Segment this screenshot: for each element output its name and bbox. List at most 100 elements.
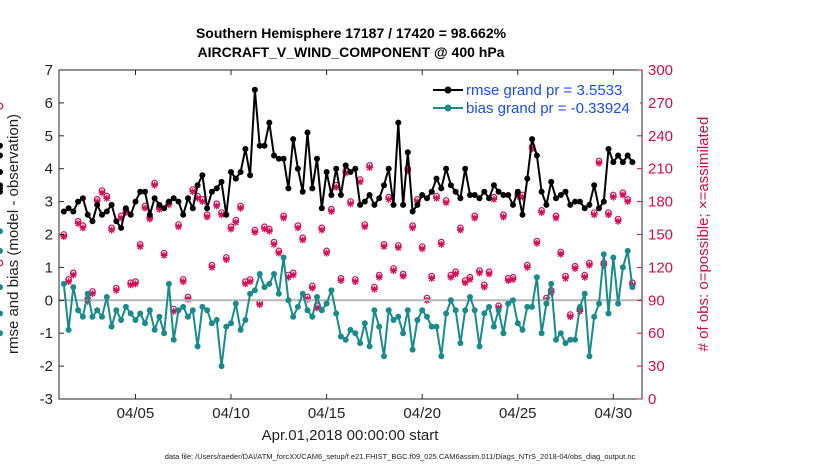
rmse-point — [576, 198, 583, 205]
obs-assimilated-marker — [246, 278, 254, 286]
bias-point — [165, 280, 172, 287]
y2-axis-ticks: 0 30 60 90 120 150 180 210 240 270 300 — [637, 62, 673, 408]
rmse-point — [490, 182, 497, 189]
rmse-point — [285, 185, 292, 192]
bias-point — [204, 307, 211, 314]
obs-assimilated-marker — [366, 164, 373, 171]
rmse-point — [99, 211, 105, 218]
obs-assimilated-marker — [328, 208, 335, 215]
obs-assimilated-marker — [500, 213, 507, 221]
rmse-point — [118, 224, 125, 231]
bias-point — [108, 323, 115, 330]
plot-area — [59, 70, 642, 399]
obs-assimilated-marker — [79, 224, 87, 232]
y-tick-label: 3 — [45, 194, 53, 211]
rmse-point — [553, 195, 559, 202]
obs-assimilated-marker — [213, 202, 221, 210]
bias-point — [457, 340, 464, 347]
bias-point — [433, 323, 440, 330]
rmse-point — [414, 201, 421, 208]
obs-assimilated-marker — [203, 213, 211, 221]
bias-point — [0, 247, 3, 254]
bias-point — [161, 330, 168, 337]
rmse-point — [165, 198, 172, 205]
y2-tick-label: 60 — [648, 325, 665, 342]
rmse-point — [261, 142, 268, 149]
y2-tick-label: 90 — [648, 292, 665, 309]
obs-assimilated-marker — [237, 204, 244, 212]
bias-point — [194, 343, 201, 350]
obs-assimilated-marker — [60, 233, 68, 241]
obs-assimilated-marker — [170, 307, 178, 315]
rmse-point — [337, 192, 344, 198]
rmse-point — [309, 185, 316, 192]
rmse-point — [543, 201, 550, 208]
obs-assimilated-marker — [69, 271, 77, 279]
bias-point — [0, 228, 3, 235]
rmse-point — [510, 201, 516, 208]
obs-assimilated-marker — [256, 301, 264, 309]
bias-point — [505, 300, 512, 307]
y-tick-label: 6 — [45, 95, 53, 112]
bias-point — [495, 307, 502, 314]
y2-tick-label: 240 — [648, 128, 673, 145]
obs-assimilated-marker — [332, 183, 340, 191]
obs-assimilated-marker — [242, 280, 249, 288]
rmse-point — [452, 188, 459, 195]
bias-point — [223, 323, 230, 330]
obs-assimilated-marker — [385, 196, 393, 203]
bias-point — [0, 284, 3, 291]
bias-point — [385, 307, 392, 314]
rmse-point — [462, 165, 469, 172]
bias-point — [424, 313, 430, 320]
bias-point — [605, 310, 612, 317]
bias-point — [0, 310, 3, 317]
obs-assimilated-marker — [294, 224, 302, 232]
obs-assimilated-marker — [136, 243, 144, 250]
rmse-point — [486, 195, 493, 202]
obs-assimilated-marker — [433, 194, 440, 202]
obs-assimilated-marker — [318, 226, 326, 234]
bias-point — [290, 313, 297, 320]
obs-assimilated-marker — [605, 211, 612, 219]
obs-assimilated-marker — [375, 273, 383, 281]
obs-assimilated-marker — [179, 278, 187, 286]
bias-point — [280, 254, 287, 261]
obs-assimilated-marker — [356, 178, 364, 186]
rmse-point — [0, 188, 3, 195]
legend-rmse-marker — [444, 86, 452, 94]
rmse-point — [557, 192, 564, 198]
rmse-point — [519, 211, 526, 218]
obs-assimilated-marker — [437, 241, 445, 248]
bias-point — [156, 313, 163, 320]
bias-point — [60, 280, 67, 287]
rmse-point — [457, 195, 464, 202]
obs-assimilated-marker — [619, 191, 627, 199]
bias-point — [79, 313, 86, 320]
rmse-point — [433, 175, 440, 182]
obs-assimilated-marker — [452, 270, 459, 278]
rmse-point — [361, 198, 368, 205]
obs-assimilated-marker — [609, 193, 617, 201]
obs-assimilated-marker — [523, 264, 531, 271]
bias-point — [180, 303, 187, 310]
rmse-point — [615, 152, 622, 159]
y-tick-label: 4 — [45, 161, 53, 178]
rmse-point — [381, 182, 387, 189]
y-tick-label: -3 — [40, 391, 53, 408]
rmse-point — [132, 198, 139, 205]
bias-point — [600, 251, 607, 258]
rmse-point — [280, 155, 287, 162]
legend-bias-marker — [444, 104, 452, 112]
bias-point — [256, 271, 263, 277]
obs-assimilated-marker — [552, 214, 560, 222]
obs-assimilated-marker — [442, 199, 450, 207]
obs-assimilated-marker — [347, 200, 354, 208]
rmse-point — [89, 218, 96, 225]
bias-point — [89, 313, 96, 320]
obs-count-markers — [0, 103, 636, 321]
obs-assimilated-marker — [466, 276, 474, 283]
x-tick-label: 04/05 — [117, 405, 155, 422]
bias-point — [615, 300, 622, 307]
